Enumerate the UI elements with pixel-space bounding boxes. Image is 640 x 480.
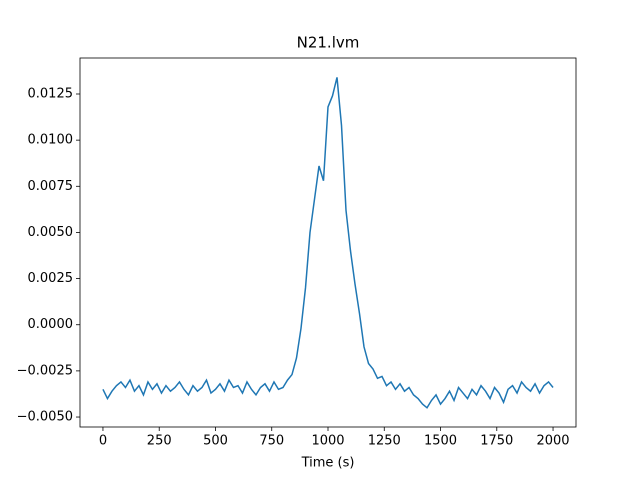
y-tick-label: 0.0100: [28, 133, 74, 148]
x-tick-label: 2000: [536, 434, 569, 449]
y-tick-label: −0.0025: [17, 363, 73, 378]
x-tick-label: 750: [259, 434, 284, 449]
y-tick-label: −0.0050: [17, 410, 73, 425]
chart-title: N21.lvm: [297, 34, 360, 52]
x-tick-label: 500: [203, 434, 228, 449]
x-tick-label: 1000: [311, 434, 344, 449]
x-axis-label: Time (s): [301, 456, 355, 471]
y-tick-label: 0.0000: [28, 317, 74, 332]
x-tick-label: 1250: [368, 434, 401, 449]
y-tick-label: 0.0125: [28, 86, 74, 101]
data-line: [102, 77, 554, 409]
x-tick-label: 1750: [480, 434, 513, 449]
x-tick-label: 1500: [424, 434, 457, 449]
y-tick-label: 0.0075: [28, 179, 74, 194]
y-tick-label: 0.0025: [28, 271, 74, 286]
y-tick-label: 0.0050: [28, 225, 74, 240]
x-tick-label: 0: [99, 434, 107, 449]
x-tick-label: 250: [147, 434, 172, 449]
